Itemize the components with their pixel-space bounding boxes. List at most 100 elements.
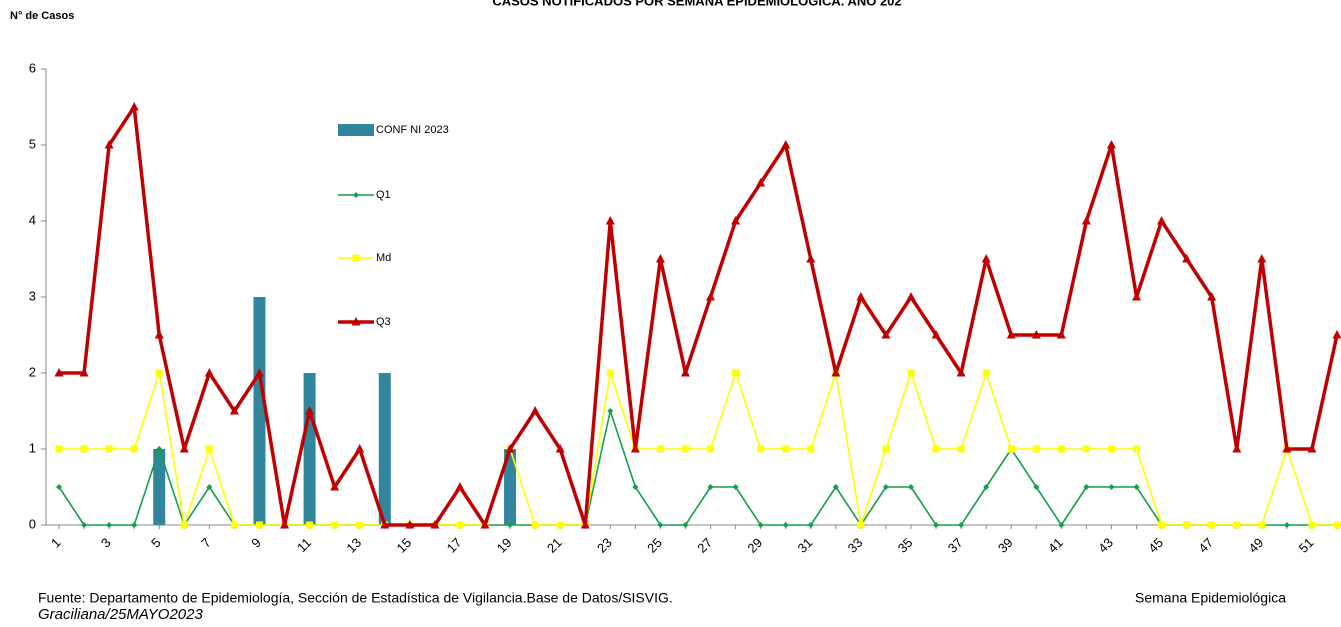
x-tick-label: 35: [895, 535, 916, 556]
x-tick-label: 1: [48, 535, 64, 551]
bar: [303, 373, 316, 525]
x-tick-label: 49: [1246, 535, 1267, 556]
x-tick-label: 25: [644, 535, 665, 556]
q3-marker: [154, 330, 164, 339]
x-tick-label: 21: [544, 535, 565, 556]
legend-swatch: [338, 124, 374, 136]
y-tick-label: 5: [29, 136, 36, 151]
q1-marker: [1033, 484, 1040, 490]
q1-marker: [632, 484, 639, 490]
q1-marker: [1083, 484, 1090, 490]
q1-marker: [1108, 484, 1115, 490]
q3-marker: [981, 254, 991, 263]
y-tick-label: 3: [29, 288, 36, 303]
x-tick-label: 11: [294, 535, 314, 555]
x-tick-label: 45: [1145, 535, 1166, 556]
q3-marker: [906, 292, 916, 301]
q3-marker: [706, 292, 716, 301]
q3-marker: [79, 368, 89, 377]
md-marker: [857, 521, 865, 529]
x-tick-label: 5: [148, 535, 164, 551]
series-line: [58, 410, 1337, 526]
q3-marker: [280, 520, 290, 529]
x-tick-label: 43: [1095, 535, 1116, 556]
md-marker: [456, 521, 464, 529]
q3-marker: [806, 254, 816, 263]
y-axis-label: N° de Casos: [10, 10, 74, 22]
md-marker: [782, 445, 790, 453]
q1-marker: [908, 484, 914, 490]
q3-marker: [1006, 330, 1016, 339]
x-tick-label: 3: [98, 535, 114, 551]
q3-marker: [305, 406, 315, 415]
md-marker: [331, 521, 339, 529]
bar: [504, 449, 517, 525]
q1-marker: [81, 522, 88, 528]
q3-marker: [1182, 254, 1192, 263]
q1-marker: [933, 522, 940, 528]
x-tick-label: 31: [794, 535, 815, 556]
q1-marker: [1133, 484, 1140, 490]
q3-marker: [1031, 330, 1041, 339]
q3-marker: [781, 140, 791, 149]
q1-marker: [682, 522, 689, 528]
q3-marker: [380, 520, 390, 529]
md-marker: [130, 445, 138, 453]
q3-marker: [430, 520, 440, 529]
series-line: [59, 105, 1339, 527]
md-marker: [1333, 521, 1341, 529]
md-marker: [55, 445, 63, 453]
x-tick-label: 27: [694, 535, 715, 556]
md-marker: [982, 369, 990, 377]
md-marker: [732, 369, 740, 377]
q3-marker: [530, 406, 540, 415]
q3-marker: [630, 444, 640, 453]
source-note: Fuente: Departamento de Epidemiología, S…: [38, 590, 673, 606]
q3-marker: [455, 482, 465, 491]
x-tick-label: 41: [1045, 535, 1066, 556]
q3-marker: [179, 444, 189, 453]
legend-marker: [353, 192, 359, 198]
q3-marker: [1157, 216, 1167, 225]
y-tick-label: 6: [29, 60, 36, 75]
q1-marker: [882, 484, 889, 490]
x-axis-label: Semana Epidemiológica: [1135, 590, 1286, 606]
md-marker: [356, 521, 364, 529]
q3-marker: [831, 368, 841, 377]
md-marker: [656, 445, 664, 453]
md-marker: [1082, 445, 1090, 453]
x-tick-label: 33: [845, 535, 866, 556]
q3-marker: [204, 368, 214, 377]
md-marker: [155, 369, 163, 377]
q1-marker: [607, 408, 614, 414]
md-marker: [1308, 521, 1316, 529]
q3-marker: [1056, 330, 1066, 339]
md-marker: [932, 445, 940, 453]
x-tick-label: 17: [444, 535, 465, 556]
q1-marker: [782, 522, 789, 528]
md-marker: [1133, 445, 1141, 453]
q3-marker: [330, 482, 340, 491]
bar: [378, 373, 391, 525]
q3-marker: [856, 292, 866, 301]
q3-marker: [505, 444, 515, 453]
md-marker: [1007, 445, 1015, 453]
md-marker: [205, 445, 213, 453]
md-marker: [1158, 521, 1166, 529]
q1-marker: [1058, 522, 1065, 528]
x-tick-label: 9: [248, 535, 264, 551]
q3-marker: [355, 444, 365, 453]
q3-marker: [1207, 292, 1217, 301]
q3-marker: [1081, 216, 1091, 225]
q3-marker: [129, 102, 139, 111]
q3-marker: [731, 216, 741, 225]
md-marker: [1107, 445, 1115, 453]
md-marker: [1258, 521, 1266, 529]
md-marker: [907, 369, 915, 377]
md-marker: [882, 445, 890, 453]
bar: [253, 297, 266, 525]
q1-marker: [131, 522, 138, 528]
x-tick-label: 7: [198, 535, 214, 551]
q1-marker: [707, 484, 714, 490]
y-tick-label: 4: [29, 212, 36, 227]
